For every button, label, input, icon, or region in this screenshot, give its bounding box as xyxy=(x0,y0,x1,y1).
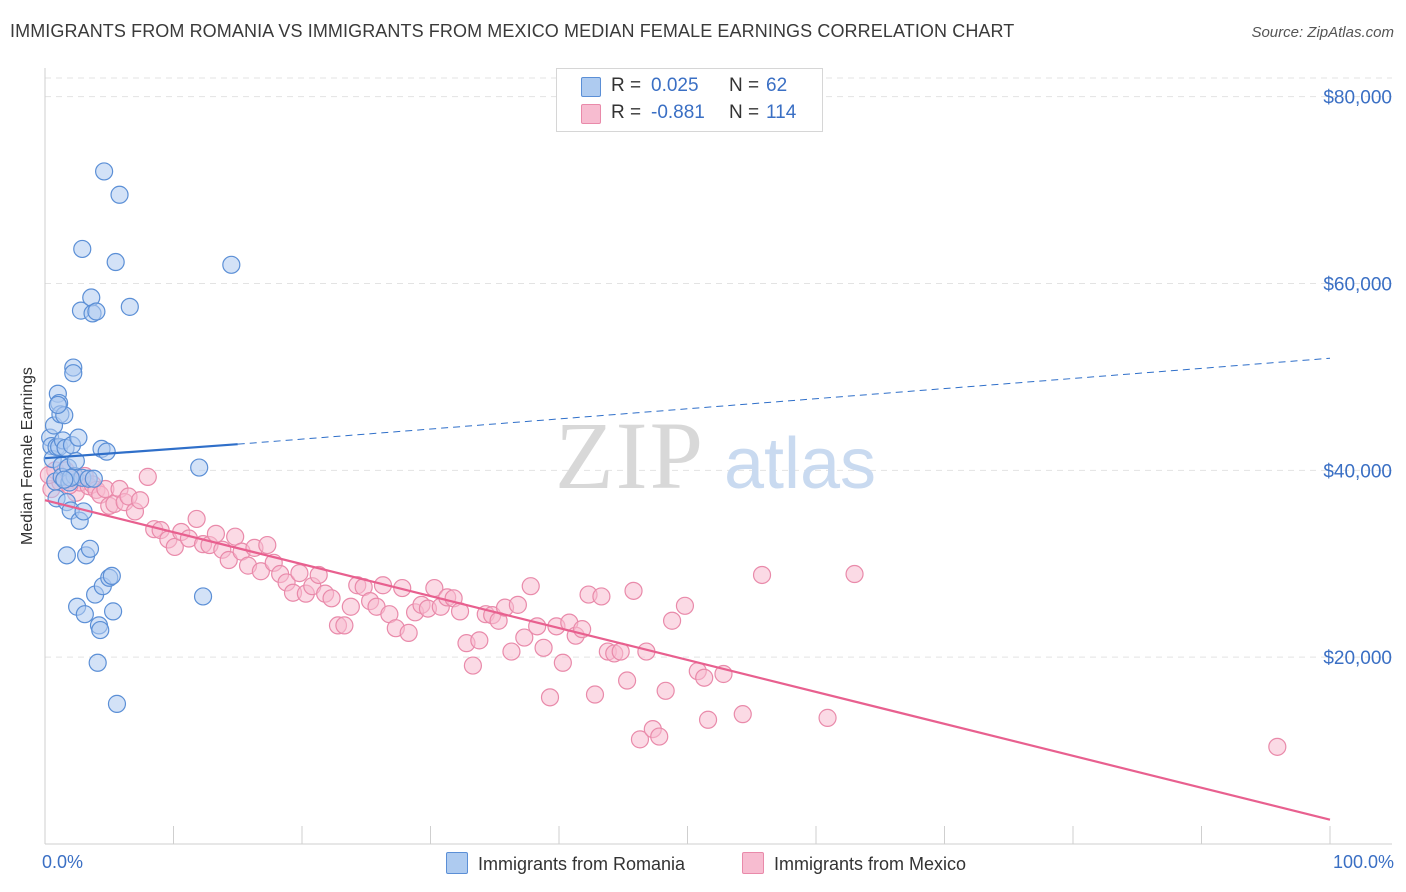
romania-point xyxy=(91,620,110,640)
mexico-point xyxy=(130,491,150,510)
mexico-point xyxy=(399,623,418,642)
watermark-zip: ZIP xyxy=(555,402,705,509)
mexico-point xyxy=(206,524,226,543)
mexico-point xyxy=(752,565,772,585)
mexico-point xyxy=(515,628,534,647)
mexico-point xyxy=(470,631,489,650)
romania-point xyxy=(193,587,213,606)
mexico-point xyxy=(733,705,752,724)
legend-item-mexico: Immigrants from Mexico xyxy=(742,852,966,875)
romania-point xyxy=(110,185,129,204)
romania-swatch-icon xyxy=(581,77,601,97)
mexico-point xyxy=(335,616,354,635)
mexico-point xyxy=(508,595,527,614)
mexico-n-value: 114 xyxy=(766,102,797,123)
mexico-point xyxy=(630,730,650,749)
mexico-point xyxy=(698,710,718,729)
mexico-point xyxy=(290,563,309,583)
romania-legend-swatch-icon xyxy=(446,852,468,874)
romania-point xyxy=(87,302,106,321)
romania-point xyxy=(102,566,121,586)
axes xyxy=(44,68,1392,845)
romania-point xyxy=(57,546,76,565)
mexico-r-label: R = xyxy=(611,102,642,123)
romania-point xyxy=(97,442,116,461)
mexico-trend-line xyxy=(44,499,1331,821)
mexico-point xyxy=(187,509,206,529)
watermark: ZIP atlas xyxy=(555,402,876,509)
mexico-point xyxy=(618,671,637,690)
romania-point xyxy=(75,605,94,624)
mexico-point xyxy=(251,562,270,581)
mexico-point xyxy=(138,467,157,486)
romania-r-value: 0.025 xyxy=(651,75,699,96)
correlation-legend: R = 0.025 N = 62 R = -0.881 N = 114 xyxy=(556,68,823,132)
mexico-point xyxy=(818,708,837,727)
mexico-point xyxy=(540,688,560,707)
mexico-point xyxy=(534,638,553,657)
romania-trend-line xyxy=(44,443,238,460)
mexico-legend-swatch-icon xyxy=(742,852,764,874)
mexico-point xyxy=(322,589,341,608)
source-label: Source: ZipAtlas.com xyxy=(1251,24,1394,41)
mexico-point xyxy=(1268,737,1287,756)
romania-n-label: N = xyxy=(729,75,760,96)
mexico-point xyxy=(675,596,695,615)
mexico-point xyxy=(624,581,643,600)
romania-point xyxy=(222,255,241,274)
romania-point xyxy=(190,458,209,477)
mexico-point xyxy=(845,564,864,584)
mexico-point xyxy=(258,535,277,555)
mexico-point xyxy=(341,597,360,616)
mexico-point xyxy=(502,642,521,661)
romania-point xyxy=(84,469,103,488)
romania-legend-label: Immigrants from Romania xyxy=(478,854,686,874)
mexico-point xyxy=(662,611,682,630)
romania-point xyxy=(107,694,127,713)
x-tick-label-min: 0.0% xyxy=(42,852,84,872)
romania-point xyxy=(106,252,125,272)
romania-point xyxy=(48,395,67,415)
mexico-point xyxy=(521,577,540,596)
y-tick-label: $20,000 xyxy=(1323,648,1392,669)
romania-points xyxy=(41,162,241,713)
mexico-point xyxy=(553,653,572,672)
mexico-point xyxy=(592,587,611,606)
mexico-point xyxy=(585,685,605,704)
y-tick-label: $60,000 xyxy=(1323,275,1392,296)
romania-r-label: R = xyxy=(611,75,642,96)
mexico-legend-label: Immigrants from Mexico xyxy=(774,854,967,874)
romania-point xyxy=(88,653,107,672)
mexico-point xyxy=(695,668,714,687)
mexico-swatch-icon xyxy=(581,104,601,124)
y-tick-label: $40,000 xyxy=(1323,461,1392,482)
romania-point xyxy=(55,470,74,489)
romania-point xyxy=(64,364,83,383)
x-tick-label-max: 100.0% xyxy=(1332,852,1394,872)
mexico-point xyxy=(226,527,245,546)
mexico-point xyxy=(165,537,184,557)
mexico-point xyxy=(656,681,675,700)
watermark-atlas: atlas xyxy=(724,424,876,504)
mexico-point xyxy=(219,550,238,570)
romania-point xyxy=(95,162,114,181)
trend-lines xyxy=(44,357,1331,821)
y-tick-label: $80,000 xyxy=(1323,88,1392,109)
romania-point xyxy=(120,297,139,316)
mexico-point xyxy=(309,565,328,585)
romania-point xyxy=(104,602,123,621)
romania-point xyxy=(80,539,100,558)
mexico-r-value: -0.881 xyxy=(651,102,705,123)
mexico-point xyxy=(463,656,483,675)
mexico-point xyxy=(650,727,669,746)
romania-point xyxy=(73,239,92,259)
y-tick-labels: $20,000 $40,000 $60,000 $80,000 xyxy=(1323,88,1392,669)
chart-title: IMMIGRANTS FROM ROMANIA VS IMMIGRANTS FR… xyxy=(10,21,1015,41)
romania-trend-extension xyxy=(237,357,1331,445)
romania-n-value: 62 xyxy=(766,75,788,96)
legend-item-romania: Immigrants from Romania xyxy=(446,852,685,875)
romania-point xyxy=(69,428,88,447)
mexico-n-label: N = xyxy=(729,102,760,123)
